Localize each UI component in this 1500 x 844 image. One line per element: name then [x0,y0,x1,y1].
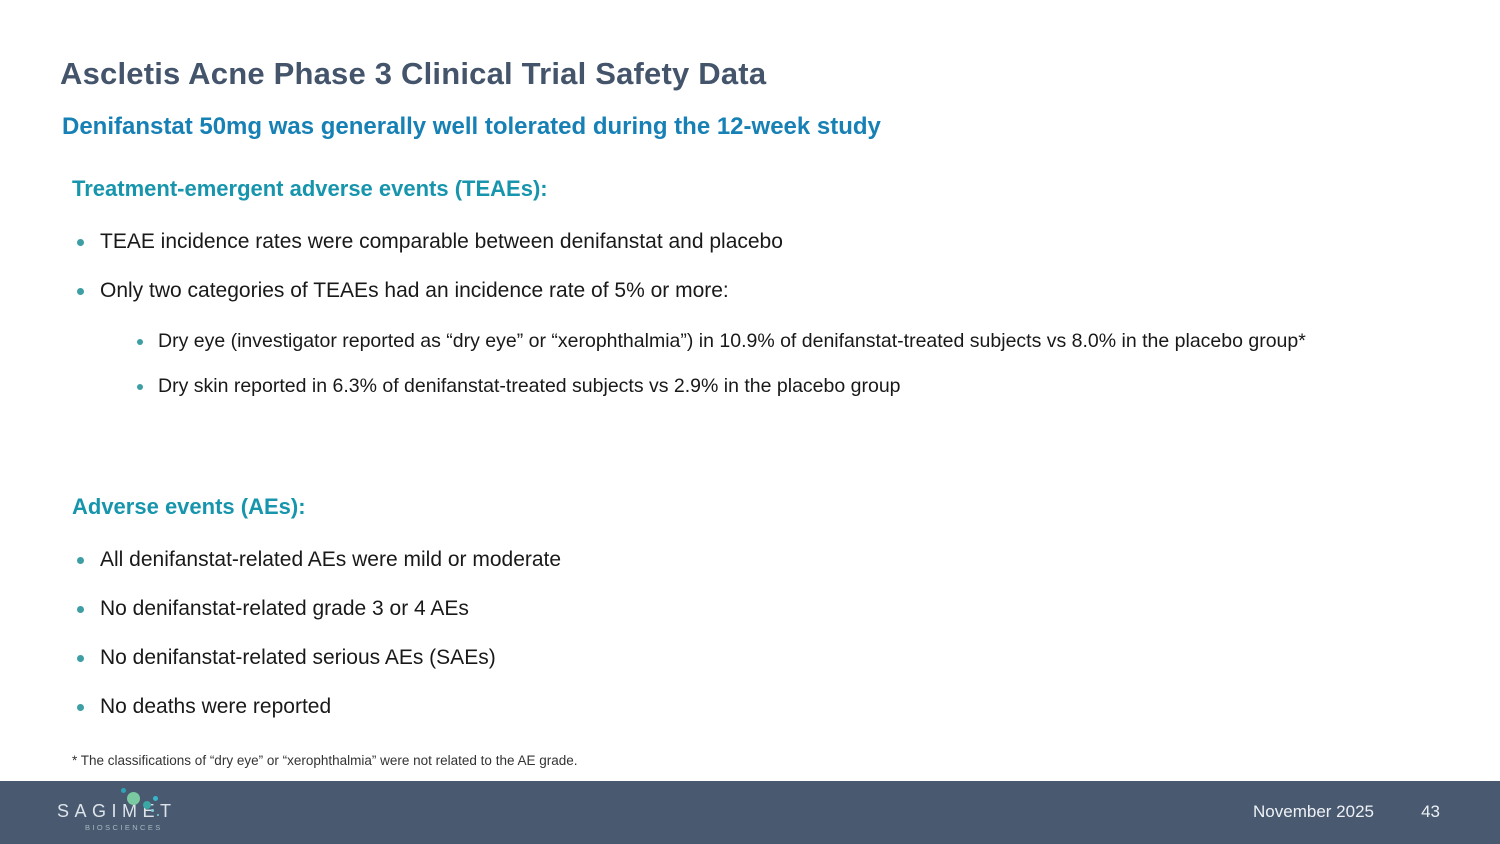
ae-section-heading: Adverse events (AEs): [72,494,306,519]
bullet-dot-icon [137,339,143,345]
bullet-dot-icon [77,288,84,295]
teae-section-heading: Treatment-emergent adverse events (TEAEs… [72,176,548,201]
ae-section: Adverse events (AEs): All denifanstat-re… [72,494,1432,742]
bullet-text: Dry eye (investigator reported as “dry e… [158,330,1306,352]
footer-date: November 2025 [1253,802,1374,821]
bullet-item: No deaths were reported [72,693,1432,721]
bullet-text: No deaths were reported [100,695,332,718]
bullet-item: TEAE incidence rates were comparable bet… [72,228,1432,256]
bullet-text: No denifanstat-related serious AEs (SAEs… [100,646,496,669]
teae-bullet-list: TEAE incidence rates were comparable bet… [72,228,1432,402]
footer-bar: SAGIMET BIOSCIENCES November 2025 43 [0,781,1500,844]
bullet-dot-icon [77,557,84,564]
bullet-item: No denifanstat-related serious AEs (SAEs… [72,644,1432,672]
teae-section: Treatment-emergent adverse events (TEAEs… [72,176,1432,416]
bullet-item: All denifanstat-related AEs were mild or… [72,546,1432,574]
bullet-dot-icon [137,384,143,390]
bullet-dot-icon [77,606,84,613]
logo-wordmark: SAGIMET [57,801,177,821]
slide-subtitle: Denifanstat 50mg was generally well tole… [62,113,881,140]
bullet-item: Dry skin reported in 6.3% of denifanstat… [132,371,1394,402]
bullet-text: TEAE incidence rates were comparable bet… [100,230,783,253]
bullet-text: All denifanstat-related AEs were mild or… [100,548,562,571]
bullet-dot-icon [77,704,84,711]
logo-subtext: BIOSCIENCES [85,823,163,832]
bullet-text: No denifanstat-related grade 3 or 4 AEs [100,597,469,620]
bullet-item: Only two categories of TEAEs had an inci… [72,277,1432,305]
ae-bullet-list: All denifanstat-related AEs were mild or… [72,546,1432,721]
page-number: 43 [1421,802,1440,821]
slide-title: Ascletis Acne Phase 3 Clinical Trial Saf… [60,56,767,91]
bullet-text: Only two categories of TEAEs had an inci… [100,279,729,302]
bullet-dot-icon [77,655,84,662]
bullet-item: Dry eye (investigator reported as “dry e… [132,326,1394,357]
sagimet-logo: SAGIMET BIOSCIENCES [57,788,187,837]
footnote: * The classifications of “dry eye” or “x… [72,753,578,768]
bullet-text: Dry skin reported in 6.3% of denifanstat… [158,375,901,397]
bullet-dot-icon [77,239,84,246]
bullet-item: No denifanstat-related grade 3 or 4 AEs [72,595,1432,623]
